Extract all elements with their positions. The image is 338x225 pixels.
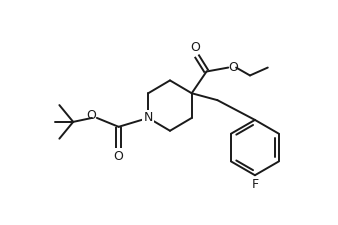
Text: O: O [191, 41, 201, 54]
Text: O: O [86, 109, 96, 122]
Text: O: O [114, 150, 124, 163]
Text: O: O [228, 61, 238, 74]
Text: F: F [251, 178, 259, 191]
Text: N: N [144, 111, 153, 124]
